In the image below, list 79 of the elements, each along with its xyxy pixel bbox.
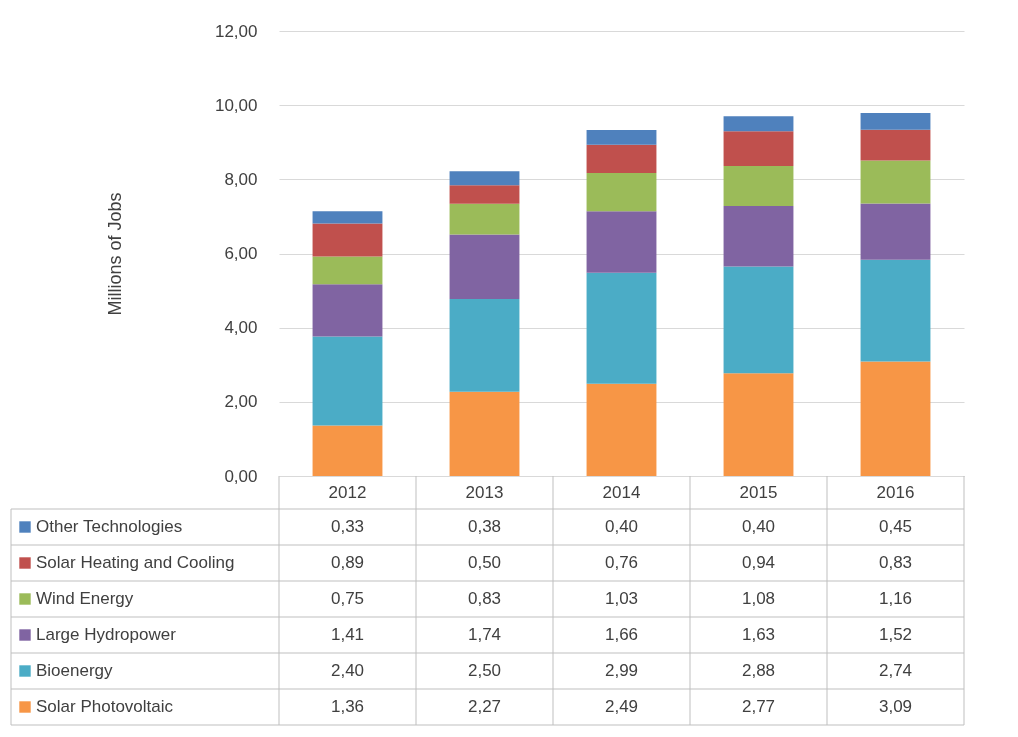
bar: [586, 144, 657, 174]
bar: [312, 284, 383, 337]
data-label: 1,41: [330, 625, 365, 644]
x-tick-label: 2015: [739, 482, 778, 502]
data-label: 1,52: [878, 625, 913, 644]
bar: [723, 266, 794, 374]
data-label: 2,40: [330, 661, 365, 680]
bar: [449, 185, 520, 204]
data-label: 0,50: [467, 553, 502, 572]
y-tick-label: 4,00: [224, 318, 258, 338]
bar: [586, 173, 657, 212]
legend-label: Solar Heating and Cooling: [36, 553, 235, 572]
bar: [723, 165, 794, 207]
data-label: 0,89: [330, 553, 365, 572]
data-label: 2,49: [604, 697, 639, 716]
data-label: 2,88: [741, 661, 776, 680]
data-label: 0,75: [330, 589, 365, 608]
bar: [312, 256, 383, 285]
x-tick-label: 2016: [876, 482, 915, 502]
data-label: 0,83: [467, 589, 502, 608]
y-axis-title: Millions of Jobs: [104, 192, 125, 316]
bar: [860, 129, 931, 161]
data-label: 0,40: [604, 517, 639, 536]
bar: [860, 259, 931, 362]
bar: [312, 336, 383, 426]
data-label: 0,33: [330, 517, 365, 536]
y-tick-label: 10,00: [214, 95, 258, 115]
y-tick-label: 8,00: [224, 169, 258, 189]
bar: [860, 160, 931, 204]
bar: [860, 112, 931, 130]
data-label: 1,16: [878, 589, 913, 608]
data-label: 1,63: [741, 625, 776, 644]
y-tick-label: 12,00: [214, 21, 258, 41]
bar: [723, 116, 794, 132]
data-label: 0,76: [604, 553, 639, 572]
data-label: 0,40: [741, 517, 776, 536]
y-tick-label: 2,00: [224, 392, 258, 412]
data-label: 1,74: [467, 625, 502, 644]
y-tick-label: 6,00: [224, 244, 258, 263]
x-tick-label: 2014: [602, 482, 641, 502]
legend-label: Large Hydropower: [36, 625, 177, 644]
bar: [586, 383, 657, 476]
bar: [723, 131, 794, 166]
data-label: 2,77: [741, 697, 776, 716]
data-label: 2,50: [467, 661, 502, 680]
legend-label: Other Technologies: [36, 517, 183, 536]
data-label: 1,36: [330, 697, 365, 716]
bar: [449, 203, 520, 235]
bar: [312, 211, 383, 224]
bar: [586, 211, 657, 273]
bar: [449, 171, 520, 186]
bar: [860, 203, 931, 260]
x-tick-label: 2012: [328, 482, 367, 502]
bar: [723, 373, 794, 476]
bar: [723, 206, 794, 267]
bar: [449, 299, 520, 392]
data-label: 2,99: [604, 661, 639, 680]
legend-label: Solar Photovoltaic: [36, 697, 174, 716]
x-tick-label: 2013: [465, 482, 504, 502]
legend-label: Bioenergy: [36, 661, 114, 680]
bar: [860, 361, 931, 476]
data-label: 0,45: [878, 517, 913, 536]
data-label: 0,94: [741, 553, 776, 572]
data-label: 2,74: [878, 661, 913, 680]
bar: [312, 425, 383, 476]
bar: [586, 130, 657, 145]
data-label: 1,66: [604, 625, 639, 644]
data-label: 2,27: [467, 697, 502, 716]
bar: [449, 391, 520, 476]
bar: [449, 234, 520, 300]
y-tick-label: 0,00: [224, 466, 258, 486]
legend-label: Wind Energy: [36, 589, 134, 608]
data-label: 1,08: [741, 589, 776, 608]
data-label: 0,38: [467, 517, 502, 536]
bar: [586, 272, 657, 384]
data-label: 0,83: [878, 553, 913, 572]
bar: [312, 223, 383, 257]
data-label: 3,09: [878, 697, 913, 716]
data-label: 1,03: [604, 589, 639, 608]
